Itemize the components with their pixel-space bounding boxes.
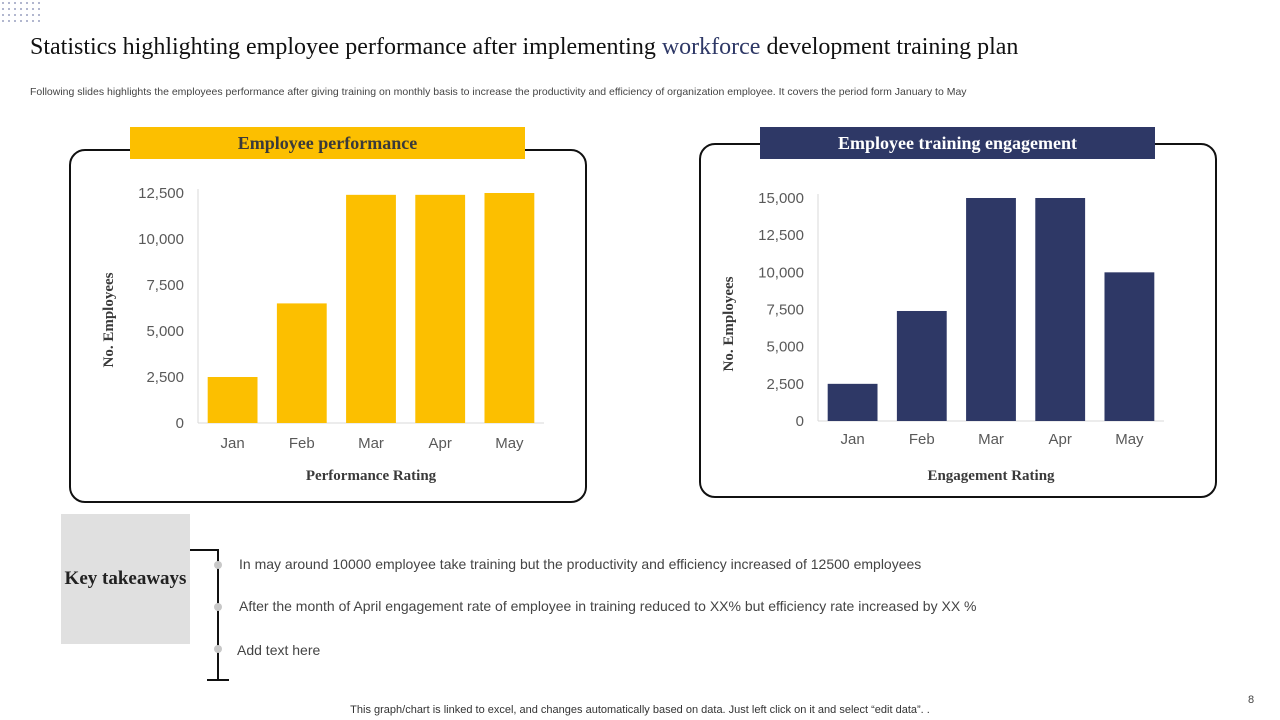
bar-jan[interactable] — [207, 377, 258, 423]
bar-mar[interactable] — [966, 198, 1016, 421]
bullet-dot — [214, 645, 222, 653]
page-title: Statistics highlighting employee perform… — [30, 34, 1260, 61]
bar-feb[interactable] — [896, 310, 947, 421]
title-part-2: development training plan — [766, 34, 1019, 60]
y-tick-label: 10,000 — [758, 264, 804, 281]
y-tick-label: 5,000 — [766, 339, 804, 356]
y-tick-label: 7,500 — [766, 302, 804, 319]
performance-chart[interactable]: 0 2,500 5,000 7,500 10,000 12,500 Jan Feb Mar Apr… — [70, 150, 582, 498]
takeaway-item: Add text here — [237, 642, 321, 658]
x-tick-label: Feb — [909, 431, 935, 448]
x-axis-title: Performance Rating — [306, 468, 437, 484]
y-tick-label: 2,500 — [146, 369, 184, 386]
y-axis-title: No. Employees — [721, 276, 737, 371]
y-tick-label: 12,500 — [758, 227, 804, 244]
bullet-dot — [214, 603, 222, 611]
x-tick-label: Apr — [1049, 431, 1072, 448]
takeaways-connector-vertical — [217, 549, 219, 680]
takeaway-item: After the month of April engagement rate… — [239, 598, 977, 614]
takeaways-connector-base — [207, 679, 229, 681]
decorative-dot-grid — [2, 2, 40, 22]
y-tick-label: 10,000 — [138, 231, 184, 248]
y-tick-label: 15,000 — [758, 190, 804, 207]
x-tick-label: Feb — [289, 435, 315, 452]
y-tick-label: 2,500 — [766, 376, 804, 393]
x-tick-label: Jan — [841, 431, 865, 448]
bar-mar[interactable] — [346, 194, 396, 423]
bar-jan[interactable] — [827, 383, 878, 421]
performance-chart-title: Employee performance — [130, 127, 525, 159]
page-number: 8 — [1248, 694, 1255, 706]
bar-may[interactable] — [484, 193, 535, 423]
takeaways-connector-top — [190, 549, 218, 551]
y-tick-label: 12,500 — [138, 185, 184, 202]
y-tick-label: 0 — [176, 415, 184, 432]
title-accent: workforce — [661, 34, 761, 60]
engagement-chart-title: Employee training engagement — [760, 127, 1155, 159]
key-takeaways-heading: Key takeaways — [64, 568, 187, 589]
y-tick-label: 5,000 — [146, 323, 184, 340]
engagement-chart[interactable]: 0 2,500 5,000 7,500 10,000 12,500 15,000 Jan Feb… — [700, 144, 1212, 493]
bullet-dot — [214, 561, 222, 569]
y-tick-label: 7,500 — [146, 277, 184, 294]
takeaway-item: In may around 10000 employee take traini… — [239, 556, 922, 572]
bar-apr[interactable] — [415, 194, 466, 423]
x-tick-label: Mar — [358, 435, 384, 452]
page-subtitle: Following slides highlights the employee… — [30, 86, 967, 98]
bar-feb[interactable] — [276, 303, 327, 423]
y-axis-title: No. Employees — [101, 272, 117, 367]
x-tick-label: May — [495, 435, 524, 452]
bar-may[interactable] — [1104, 272, 1155, 421]
x-tick-label: Apr — [429, 435, 452, 452]
x-axis-title: Engagement Rating — [927, 468, 1055, 484]
key-takeaways-box: Key takeaways — [61, 514, 190, 644]
x-tick-label: Jan — [221, 435, 245, 452]
y-tick-label: 0 — [796, 413, 804, 430]
footer-note: This graph/chart is linked to excel, and… — [350, 704, 930, 716]
title-part-1: Statistics highlighting employee perform… — [30, 34, 656, 60]
bar-apr[interactable] — [1035, 198, 1086, 421]
x-tick-label: Mar — [978, 431, 1004, 448]
x-tick-label: May — [1115, 431, 1144, 448]
